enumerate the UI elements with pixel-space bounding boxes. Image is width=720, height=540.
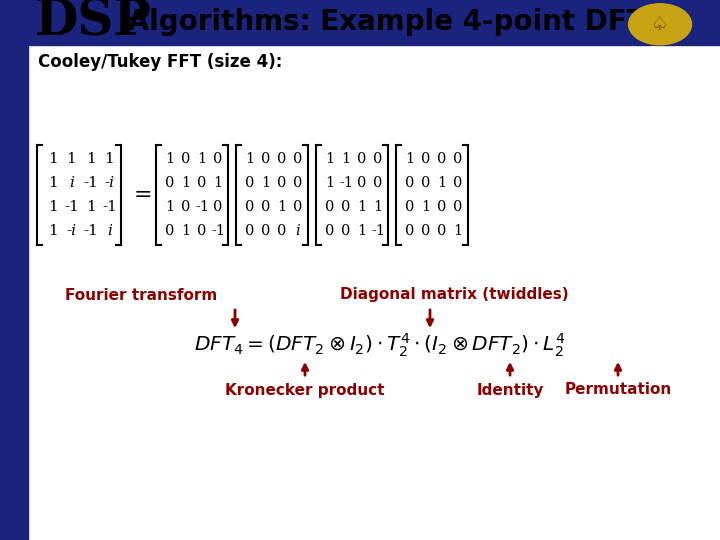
Text: 0: 0 xyxy=(437,152,446,166)
Text: Diagonal matrix (twiddles): Diagonal matrix (twiddles) xyxy=(340,287,569,302)
Text: 1: 1 xyxy=(67,152,76,166)
Text: 0: 0 xyxy=(373,152,383,166)
Text: 1: 1 xyxy=(48,200,58,214)
Text: 0: 0 xyxy=(181,152,191,166)
Text: 0: 0 xyxy=(197,224,207,238)
Text: 0: 0 xyxy=(325,200,335,214)
Text: 0: 0 xyxy=(181,200,191,214)
Text: ♤: ♤ xyxy=(652,15,669,34)
Text: -1: -1 xyxy=(211,224,225,238)
Text: 1: 1 xyxy=(325,152,335,166)
Text: Kronecker product: Kronecker product xyxy=(225,382,384,397)
Circle shape xyxy=(629,4,691,45)
Text: 1: 1 xyxy=(374,200,382,214)
Text: 0: 0 xyxy=(277,224,287,238)
Text: 1: 1 xyxy=(213,176,222,190)
Text: Permutation: Permutation xyxy=(564,382,672,397)
Text: 0: 0 xyxy=(213,152,222,166)
Text: Fourier transform: Fourier transform xyxy=(65,287,217,302)
Text: -1: -1 xyxy=(102,200,117,214)
Text: 1: 1 xyxy=(357,224,366,238)
Text: 0: 0 xyxy=(277,176,287,190)
Text: 1: 1 xyxy=(421,200,431,214)
Text: 0: 0 xyxy=(437,224,446,238)
Text: 1: 1 xyxy=(48,152,58,166)
Text: 1: 1 xyxy=(166,152,174,166)
Text: i: i xyxy=(296,224,300,238)
Text: 1: 1 xyxy=(277,200,287,214)
Text: 0: 0 xyxy=(197,176,207,190)
Text: =: = xyxy=(134,185,153,205)
Text: 0: 0 xyxy=(213,200,222,214)
Text: 0: 0 xyxy=(437,200,446,214)
Bar xyxy=(0,0,28,540)
Text: 0: 0 xyxy=(261,152,271,166)
Text: 0: 0 xyxy=(405,176,415,190)
Text: 0: 0 xyxy=(357,176,366,190)
Bar xyxy=(0,0,720,45)
Text: 0: 0 xyxy=(246,176,255,190)
Text: 1: 1 xyxy=(181,224,191,238)
Text: 0: 0 xyxy=(341,224,351,238)
Text: -1: -1 xyxy=(195,200,209,214)
Text: -1: -1 xyxy=(64,200,79,214)
Text: 0: 0 xyxy=(405,200,415,214)
Text: 0: 0 xyxy=(246,200,255,214)
Text: 1: 1 xyxy=(86,200,95,214)
Text: -1: -1 xyxy=(371,224,385,238)
Text: 0: 0 xyxy=(277,152,287,166)
Text: 1: 1 xyxy=(48,224,58,238)
Text: 1: 1 xyxy=(325,176,335,190)
Text: -i: -i xyxy=(66,224,76,238)
Text: $DFT_4 = (DFT_2 \otimes I_2) \cdot T_2^4 \cdot (I_2 \otimes DFT_2) \cdot L_2^4$: $DFT_4 = (DFT_2 \otimes I_2) \cdot T_2^4… xyxy=(194,332,566,359)
Text: -1: -1 xyxy=(339,176,353,190)
Text: 1: 1 xyxy=(438,176,446,190)
Text: UNIVERSITY: UNIVERSITY xyxy=(649,51,679,56)
Text: 0: 0 xyxy=(293,152,302,166)
Text: 1: 1 xyxy=(86,152,95,166)
Text: Drexel: Drexel xyxy=(650,46,678,55)
Text: 0: 0 xyxy=(293,176,302,190)
Text: 0: 0 xyxy=(421,176,431,190)
Text: 1: 1 xyxy=(197,152,207,166)
Text: 0: 0 xyxy=(357,152,366,166)
Text: Cooley/Tukey FFT (size 4):: Cooley/Tukey FFT (size 4): xyxy=(38,53,282,71)
Text: 1: 1 xyxy=(48,176,58,190)
Text: -1: -1 xyxy=(83,176,98,190)
Text: 0: 0 xyxy=(261,224,271,238)
Text: 0: 0 xyxy=(421,224,431,238)
Text: 0: 0 xyxy=(261,200,271,214)
Text: 0: 0 xyxy=(454,152,463,166)
Text: 1: 1 xyxy=(405,152,415,166)
Text: 1: 1 xyxy=(341,152,351,166)
Text: 0: 0 xyxy=(293,200,302,214)
Text: -1: -1 xyxy=(83,224,98,238)
Text: 0: 0 xyxy=(454,200,463,214)
Text: 0: 0 xyxy=(166,176,175,190)
Text: 0: 0 xyxy=(405,224,415,238)
Text: 1: 1 xyxy=(454,224,462,238)
Text: 1: 1 xyxy=(261,176,271,190)
Text: 0: 0 xyxy=(246,224,255,238)
Text: 0: 0 xyxy=(373,176,383,190)
Text: 1: 1 xyxy=(357,200,366,214)
Text: Identity: Identity xyxy=(476,382,544,397)
Text: 1: 1 xyxy=(246,152,255,166)
Text: -i: -i xyxy=(104,176,114,190)
Text: 1: 1 xyxy=(104,152,114,166)
Text: i: i xyxy=(69,176,74,190)
Text: 0: 0 xyxy=(325,224,335,238)
Text: 0: 0 xyxy=(454,176,463,190)
Text: 1: 1 xyxy=(166,200,174,214)
Text: Algorithms: Example 4-point DFT: Algorithms: Example 4-point DFT xyxy=(118,8,646,36)
Text: DSP: DSP xyxy=(35,0,152,46)
Text: 1: 1 xyxy=(181,176,191,190)
Text: i: i xyxy=(107,224,112,238)
Text: 0: 0 xyxy=(341,200,351,214)
Text: 0: 0 xyxy=(421,152,431,166)
Text: 0: 0 xyxy=(166,224,175,238)
